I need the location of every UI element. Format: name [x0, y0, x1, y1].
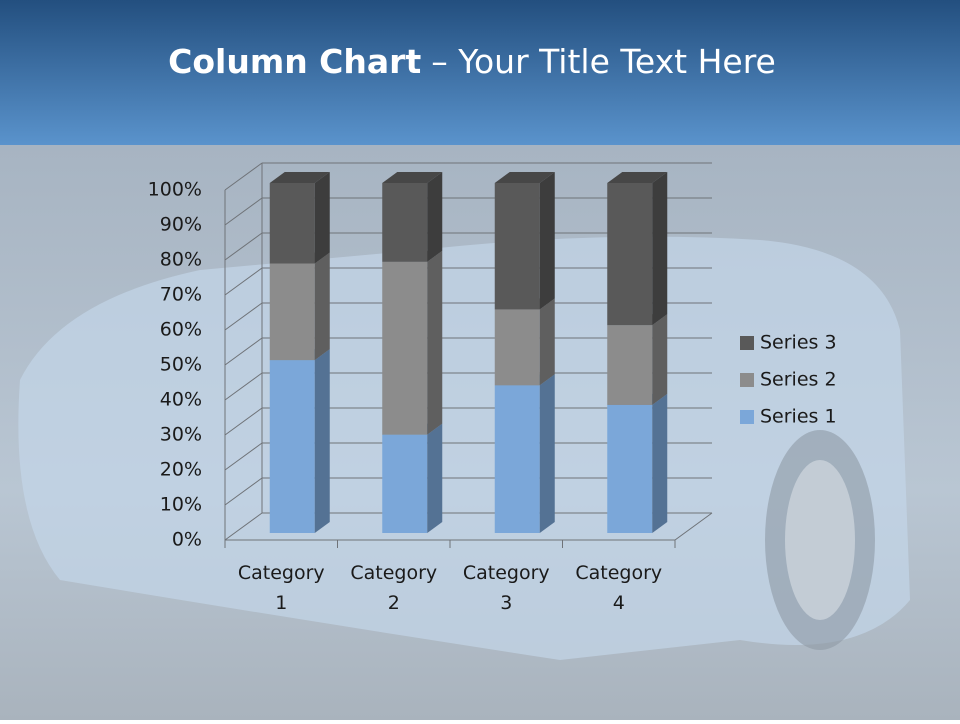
- y-tick-label: 10%: [160, 494, 202, 516]
- legend-swatch: [740, 373, 754, 387]
- bar-front: [607, 183, 653, 326]
- side-grid-line: [224, 442, 263, 471]
- bar-side: [314, 252, 330, 361]
- side-grid-line: [224, 197, 263, 226]
- side-grid-line: [224, 477, 263, 506]
- x-tick-label-line: 4: [613, 592, 625, 614]
- legend-label: Series 1: [760, 406, 837, 428]
- bar-side: [539, 374, 555, 533]
- legend-swatch: [740, 336, 754, 350]
- bar-front: [269, 183, 315, 264]
- title-bold: Column Chart: [168, 42, 421, 81]
- y-tick-label: 20%: [160, 459, 202, 481]
- car-shape: [18, 236, 911, 660]
- bar-front: [382, 434, 428, 533]
- legend-label: Series 3: [760, 332, 837, 354]
- bar-front: [607, 325, 653, 405]
- bar-front: [494, 309, 540, 386]
- bar-side: [314, 172, 330, 264]
- x-tick-label-line: 1: [275, 592, 287, 614]
- x-tick-label-line: 3: [500, 592, 512, 614]
- y-tick-label: 0%: [172, 529, 202, 551]
- side-grid-line: [224, 407, 263, 436]
- bar-side: [427, 423, 443, 533]
- bar-front: [494, 183, 540, 310]
- bar-side: [539, 298, 555, 386]
- y-tick-label: 80%: [160, 249, 202, 271]
- x-tick-label: Category 3: [463, 562, 550, 614]
- bar-side: [427, 172, 443, 262]
- header: [0, 0, 960, 145]
- slide-title: Column Chart – Your Title Text Here: [168, 42, 776, 81]
- bar-front: [269, 263, 315, 361]
- side-grid-line: [224, 337, 263, 366]
- bar-front: [269, 360, 315, 533]
- y-tick-label: 90%: [160, 214, 202, 236]
- title-regular: – Your Title Text Here: [431, 42, 776, 81]
- legend-label: Series 2: [760, 369, 837, 391]
- side-grid-line: [224, 232, 263, 261]
- x-tick-label: Category 1: [238, 562, 325, 614]
- bar-front: [382, 183, 428, 262]
- x-tick-label-line: Category: [238, 562, 325, 584]
- bar-front: [494, 385, 540, 533]
- bar-side: [652, 172, 668, 326]
- side-grid-line: [224, 267, 263, 296]
- x-tick-label-line: Category: [350, 562, 437, 584]
- rim: [785, 460, 855, 620]
- side-grid-line: [224, 302, 263, 331]
- x-tick-label-line: 2: [388, 592, 400, 614]
- x-tick-label: Category 4: [575, 562, 662, 614]
- x-tick-label-line: Category: [463, 562, 550, 584]
- bar-side: [314, 349, 330, 533]
- bar-top: [382, 172, 443, 183]
- y-tick-label: 30%: [160, 424, 202, 446]
- y-tick-label: 70%: [160, 284, 202, 306]
- x-tick-label: Category 2: [350, 562, 437, 614]
- bar-side: [652, 393, 668, 533]
- y-tick-label: 60%: [160, 319, 202, 341]
- x-tick-label-line: Category: [575, 562, 662, 584]
- y-tick-label: 100%: [148, 179, 202, 201]
- bar-top: [607, 172, 668, 183]
- side-grid-line: [224, 162, 263, 191]
- bar-top: [269, 172, 330, 183]
- bar-side: [427, 250, 443, 435]
- bar-side: [652, 314, 668, 405]
- side-grid-line: [224, 512, 263, 541]
- side-grid-line: [224, 372, 263, 401]
- bar-front: [382, 261, 428, 435]
- bar-front: [607, 404, 653, 533]
- legend-swatch: [740, 410, 754, 424]
- bar-top: [494, 172, 555, 183]
- bar-side: [539, 172, 555, 310]
- y-tick-label: 50%: [160, 354, 202, 376]
- y-tick-label: 40%: [160, 389, 202, 411]
